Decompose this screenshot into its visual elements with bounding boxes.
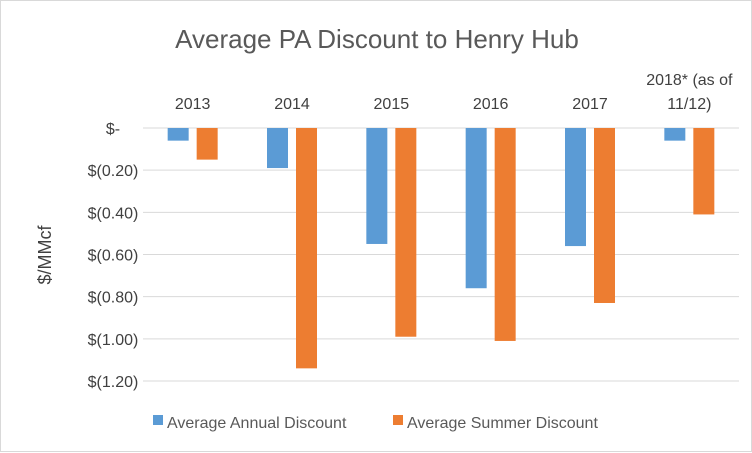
chart-title: Average PA Discount to Henry Hub	[175, 24, 579, 54]
y-tick-label: $(0.80)	[88, 290, 139, 307]
y-tick-label: $(0.40)	[88, 205, 139, 222]
legend-swatch	[393, 415, 403, 425]
x-tick-label: 2015	[374, 96, 410, 113]
bar-summer-2018	[693, 128, 715, 215]
bar-summer-2014	[296, 128, 317, 369]
legend-label: Average Annual Discount	[167, 415, 347, 432]
y-axis-title: $/MMcf	[35, 225, 55, 285]
x-tick-label: 2016	[473, 96, 509, 113]
x-tick-label: 2018* (as of	[646, 72, 733, 89]
bar-summer-2015	[395, 128, 417, 337]
y-tick-label: $(1.20)	[88, 374, 139, 391]
bar-annual-2014	[267, 128, 288, 169]
legend: Average Annual Discount Average Summer Di…	[153, 415, 598, 432]
bar-summer-2016	[494, 128, 516, 341]
y-axis-ticks: $- $(0.20) $(0.40) $(0.60) $(0.80) $(1.00) $(1…	[88, 121, 139, 391]
y-tick-label: $(1.00)	[88, 332, 139, 349]
legend-swatch	[153, 415, 163, 425]
y-tick-label: $(0.20)	[88, 163, 139, 180]
bar-annual-2015	[366, 128, 388, 244]
bar-annual-2016	[465, 128, 487, 289]
bar-summer-2013	[196, 128, 218, 160]
y-tick-label: $-	[106, 121, 120, 138]
bars	[167, 128, 715, 369]
gridlines	[143, 127, 739, 382]
bar-annual-2017	[565, 128, 586, 247]
x-tick-label: 2013	[175, 96, 211, 113]
x-tick-label: 11/12)	[667, 96, 711, 113]
bar-annual-2018	[664, 128, 686, 141]
x-tick-label: 2017	[572, 96, 608, 113]
legend-label: Average Summer Discount	[407, 415, 598, 432]
y-tick-label: $(0.60)	[88, 248, 139, 265]
bar-annual-2013	[167, 128, 189, 141]
bar-summer-2017	[594, 128, 615, 303]
x-axis-ticks: 2013 2014 2015 2016 2017 2018* (as of 11/12)	[175, 72, 733, 113]
x-tick-label: 2014	[274, 96, 310, 113]
